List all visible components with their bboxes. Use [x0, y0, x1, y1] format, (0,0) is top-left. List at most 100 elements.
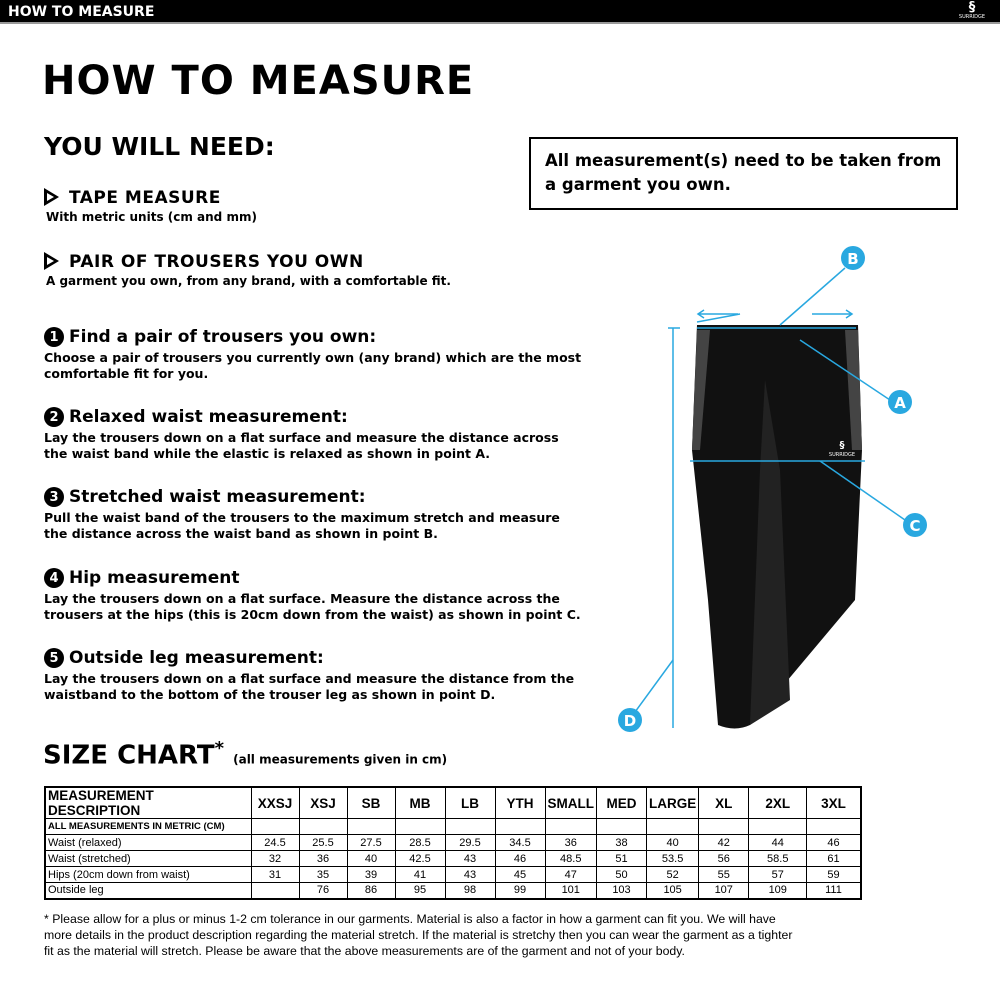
table-cell: 50	[596, 866, 647, 883]
step-title: Stretched waist measurement:	[69, 487, 366, 507]
need-item: TAPE MEASURE With metric units (cm and m…	[44, 188, 257, 224]
size-column-header: SMALL	[544, 786, 597, 819]
table-cell: 35	[298, 866, 348, 883]
table-cell: 55	[698, 866, 750, 883]
table-header-row: MEASUREMENT DESCRIPTION XXSJ XSJ SB MB LB YTH S…	[44, 786, 862, 819]
size-column-header: LARGE	[645, 786, 700, 819]
step-desc: Lay the trousers down on a flat surface …	[44, 671, 575, 702]
point-a-label: A	[894, 394, 906, 412]
header-title: HOW TO MEASURE	[8, 4, 155, 20]
step-title: Hip measurement	[69, 568, 240, 588]
top-bar: HOW TO MEASURE § SURRIDGE	[0, 0, 1000, 24]
table-cell: 101	[544, 882, 597, 899]
step-3: 3 Stretched waist measurement: Pull the wa…	[44, 487, 584, 542]
step-title: Find a pair of trousers you own:	[69, 327, 377, 347]
size-column-header: XL	[698, 786, 750, 819]
garment-note: All measurement(s) need to be taken from…	[529, 137, 958, 210]
triangle-bullet-icon	[44, 188, 59, 206]
size-column-header: MB	[394, 786, 446, 819]
table-cell: 57	[748, 866, 808, 883]
you-will-need-heading: YOU WILL NEED:	[44, 132, 275, 161]
footnote: * Please allow for a plus or minus 1-2 c…	[44, 912, 793, 958]
table-cell: 76	[298, 882, 348, 899]
size-column-header: XSJ	[298, 786, 348, 819]
point-b-label: B	[847, 250, 858, 268]
step-title: Relaxed waist measurement:	[69, 407, 348, 427]
table-subheader-row: ALL MEASUREMENTS IN METRIC (CM)	[44, 818, 862, 835]
table-cell: 56	[698, 850, 750, 867]
step-number-icon: 3	[44, 487, 64, 507]
point-a-marker: A	[888, 390, 912, 414]
table-cell: 53.5	[645, 850, 700, 867]
trousers-diagram: § SURRIDGE B A C D	[618, 246, 927, 732]
svg-text:SURRIDGE: SURRIDGE	[829, 452, 855, 458]
table-cell: 24.5	[250, 834, 300, 851]
svg-text:§: §	[840, 440, 845, 451]
step-desc: Lay the trousers down on a flat surface …	[44, 430, 559, 461]
size-chart-subtitle: (all measurements given in cm)	[233, 752, 448, 767]
table-row: Outside leg 76 86 95 98 99 101 103 105 107 109 111	[44, 882, 862, 899]
row-label: Outside leg	[44, 882, 252, 899]
table-cell	[250, 882, 300, 899]
table-cell: 34.5	[494, 834, 546, 851]
point-d-marker: D	[618, 708, 642, 732]
step-number-icon: 2	[44, 407, 64, 427]
table-cell: 51	[596, 850, 647, 867]
table-row: Hips (20cm down from waist) 31 35 39 41 43 45 4…	[44, 866, 862, 883]
description-column-header: MEASUREMENT DESCRIPTION	[44, 786, 252, 819]
triangle-bullet-icon	[44, 252, 59, 270]
step-desc: Choose a pair of trousers you currently …	[44, 350, 582, 381]
size-column-header: YTH	[494, 786, 546, 819]
table-cell: 99	[494, 882, 546, 899]
asterisk: *	[214, 738, 225, 759]
table-cell: 40	[346, 850, 396, 867]
table-cell: 31	[250, 866, 300, 883]
size-column-header: SB	[346, 786, 396, 819]
size-chart-heading: SIZE CHART* (all measurements given in c…	[43, 738, 447, 771]
size-column-header: XXSJ	[250, 786, 300, 819]
step-4: 4 Hip measurement Lay the trousers down on…	[44, 568, 584, 623]
page-title: HOW TO MEASURE	[42, 58, 475, 104]
need-item: PAIR OF TROUSERS YOU OWN A garment you o…	[44, 252, 451, 288]
size-chart-table: MEASUREMENT DESCRIPTION XXSJ XSJ SB MB LB YTH S…	[44, 786, 862, 900]
table-cell: 40	[645, 834, 700, 851]
table-cell: 52	[645, 866, 700, 883]
table-cell: 98	[444, 882, 496, 899]
row-label: Waist (relaxed)	[44, 834, 252, 851]
step-number-icon: 4	[44, 568, 64, 588]
row-label: Waist (stretched)	[44, 850, 252, 867]
point-b-marker: B	[841, 246, 865, 270]
point-c-label: C	[909, 517, 920, 535]
step-2: 2 Relaxed waist measurement: Lay the trous…	[44, 407, 584, 462]
table-row: Waist (stretched) 32 36 40 42.5 43 46 48.5 51 53.…	[44, 850, 862, 867]
size-column-header: LB	[444, 786, 496, 819]
table-cell: 25.5	[298, 834, 348, 851]
table-row: Waist (relaxed) 24.5 25.5 27.5 28.5 29.5 34.5 3…	[44, 834, 862, 851]
need-desc: With metric units (cm and mm)	[46, 210, 257, 224]
table-cell: 42.5	[394, 850, 446, 867]
table-cell: 36	[298, 850, 348, 867]
row-label: Hips (20cm down from waist)	[44, 866, 252, 883]
table-cell: 38	[596, 834, 647, 851]
table-cell: 95	[394, 882, 446, 899]
table-cell: 28.5	[394, 834, 446, 851]
table-cell: 105	[645, 882, 700, 899]
size-chart-title: SIZE CHART	[43, 740, 215, 771]
step-desc: Pull the waist band of the trousers to t…	[44, 510, 560, 541]
table-cell: 27.5	[346, 834, 396, 851]
table-cell: 48.5	[544, 850, 597, 867]
table-cell: 45	[494, 866, 546, 883]
table-cell: 58.5	[748, 850, 808, 867]
table-cell: 111	[806, 882, 862, 899]
step-1: 1 Find a pair of trousers you own: Choose …	[44, 327, 584, 382]
table-cell: 44	[748, 834, 808, 851]
table-cell: 109	[748, 882, 808, 899]
step-number-icon: 5	[44, 648, 64, 668]
table-cell: 43	[444, 850, 496, 867]
table-cell: 46	[806, 834, 862, 851]
step-5: 5 Outside leg measurement: Lay the trouser…	[44, 648, 584, 703]
table-cell: 47	[544, 866, 597, 883]
table-cell: 29.5	[444, 834, 496, 851]
table-cell: 59	[806, 866, 862, 883]
need-desc: A garment you own, from any brand, with …	[46, 274, 451, 288]
